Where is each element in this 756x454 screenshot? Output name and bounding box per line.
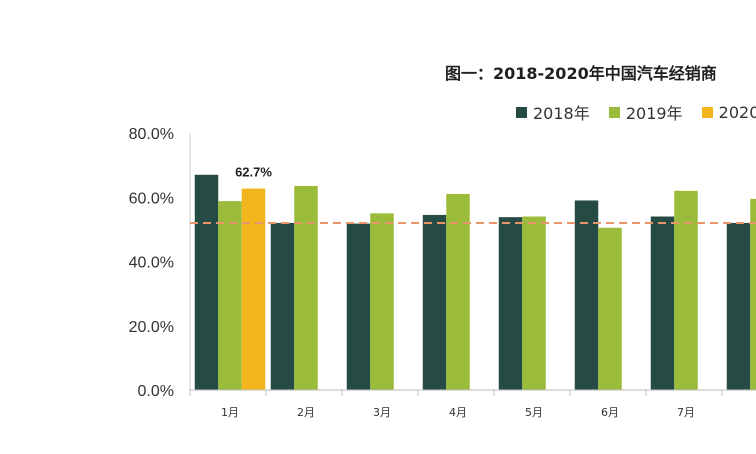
legend-swatch-2020: [701, 106, 713, 118]
bar-2019年-5月: [522, 216, 546, 390]
y-tick-label: 40.0%: [129, 255, 174, 272]
x-tick-label: 7月: [677, 406, 695, 419]
bar-2019年-2月: [294, 186, 318, 390]
bar-2018年-2月: [270, 222, 295, 390]
bar-2018年-8: [726, 222, 751, 390]
y-tick-label: 0.0%: [138, 383, 174, 400]
bar-2018年-7月: [650, 216, 675, 390]
legend-swatch-2019: [608, 106, 620, 118]
data-label: 62.7%: [235, 165, 272, 180]
legend-label-2018: 2018年: [533, 104, 590, 123]
bar-2018年-6月: [574, 200, 599, 390]
y-tick-label: 60.0%: [129, 190, 174, 207]
bar-2019年-7月: [674, 190, 698, 390]
legend-label-2019: 2019年: [625, 104, 683, 123]
chart-legend: 2018年 2019年 2020: [516, 100, 756, 124]
x-tick-label: 4月: [449, 406, 467, 419]
legend-item-2019: 2019年: [608, 100, 683, 124]
y-tick-label: 80.0%: [129, 126, 174, 143]
bar-2019年-6月: [598, 227, 622, 390]
y-tick-label: 20.0%: [129, 319, 174, 336]
legend-item-2020: 2020: [701, 102, 756, 122]
bar-2019年-3月: [370, 213, 394, 390]
x-tick-label: 6月: [601, 406, 619, 419]
bar-2018年-4月: [422, 214, 447, 390]
x-tick-label: 1月: [221, 406, 239, 419]
bar-2019年-8: [750, 198, 756, 390]
bar-2018年-1月: [194, 174, 219, 390]
legend-item-2018: 2018年: [516, 100, 590, 124]
x-tick-label: 2月: [297, 406, 315, 419]
x-tick-label: 3月: [373, 406, 391, 419]
chart-title: 图一：2018-2020年中国汽车经销商: [445, 64, 717, 83]
legend-label-2020: 2020: [718, 102, 756, 122]
bar-2018年-5月: [498, 217, 523, 390]
legend-swatch-2018: [516, 106, 527, 118]
x-tick-label: 5月: [525, 406, 543, 419]
bar-2019年-1月: [218, 201, 242, 390]
bar-2019年-4月: [446, 194, 470, 390]
bar-2020-1月: [241, 188, 266, 390]
bar-2018年-3月: [346, 223, 371, 390]
